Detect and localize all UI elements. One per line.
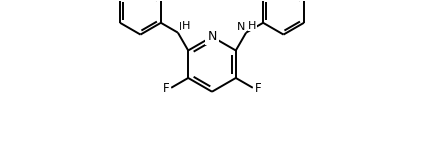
Text: F: F — [254, 82, 261, 95]
Text: H: H — [248, 21, 257, 31]
Text: N: N — [207, 30, 217, 43]
Text: F: F — [163, 82, 170, 95]
Text: N: N — [179, 22, 187, 32]
Text: H: H — [182, 21, 190, 31]
Text: N: N — [237, 22, 245, 32]
